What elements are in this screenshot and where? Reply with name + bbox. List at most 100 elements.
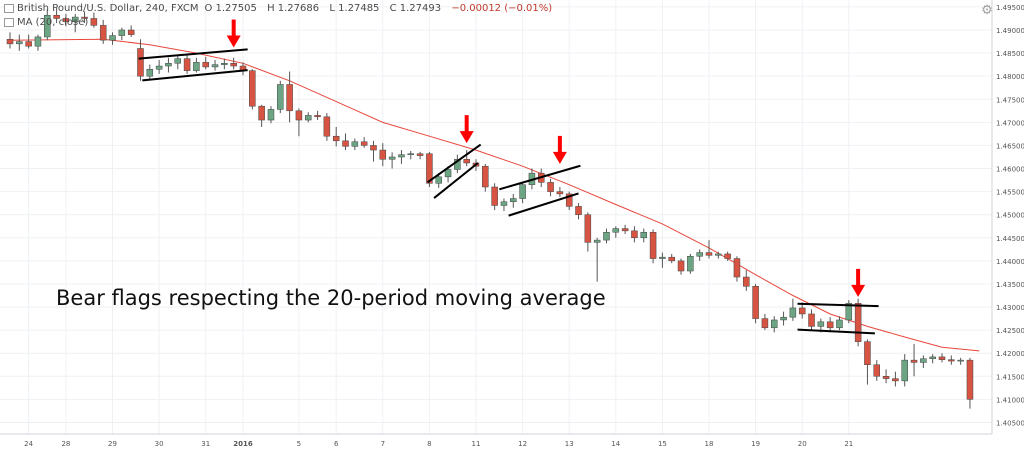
flag-trendline [433, 162, 479, 199]
candle-body [565, 193, 573, 207]
candle-body [351, 141, 359, 147]
ohlc-open: O 1.27505 [204, 3, 257, 14]
candle-body [743, 276, 750, 287]
x-tick-label: 5 [297, 440, 301, 448]
y-tick-label: 1.42500 [996, 327, 1024, 335]
arrow-down-icon [231, 19, 236, 38]
x-tick-label: 30 [155, 440, 164, 448]
y-tick-label: 1.44000 [996, 258, 1024, 266]
candle-body [798, 307, 806, 315]
y-tick-label: 1.42000 [996, 350, 1024, 358]
candle-body [770, 319, 778, 329]
flag-trendline [797, 302, 879, 308]
legend-symbol-row: British Pound/U.S. Dollar, 240, FXCM O 1… [4, 3, 559, 14]
candle-body [575, 206, 582, 215]
x-tick-label: 8 [427, 440, 431, 448]
legend-toggle-icon[interactable] [4, 4, 14, 13]
candle-body [957, 359, 964, 362]
candle-body [882, 376, 890, 379]
flag-trendline [797, 328, 875, 335]
candle-body [388, 156, 396, 160]
candle-body [584, 214, 592, 243]
x-tick-label: 19 [751, 440, 760, 448]
candle-body [44, 14, 51, 38]
candle-body [817, 321, 825, 327]
y-tick-label: 1.47500 [996, 96, 1024, 104]
candle-body [304, 115, 312, 121]
ma-toggle-icon[interactable] [4, 18, 14, 27]
ohlc-close: C 1.27493 [389, 3, 442, 14]
y-tick-label: 1.43500 [996, 281, 1024, 289]
candle-body [202, 62, 209, 68]
flag-trendline [142, 69, 248, 82]
candle-body [612, 228, 620, 233]
candle-body [323, 116, 331, 137]
candle-body [146, 69, 154, 77]
x-tick-label: 6 [334, 440, 339, 448]
x-tick-label: 11 [472, 440, 481, 448]
candle-body [71, 16, 79, 22]
x-tick-label: 13 [565, 440, 574, 448]
candle-body [249, 70, 256, 107]
candle-body [705, 252, 713, 256]
candle-body [174, 58, 182, 64]
candle-body [519, 184, 526, 199]
candle-body [295, 110, 303, 121]
candle-body [155, 65, 163, 70]
candle-body [966, 359, 974, 400]
candle-body [314, 115, 321, 118]
candle-body [649, 231, 657, 259]
x-tick-label: 21 [844, 440, 853, 448]
candle-body [948, 359, 955, 362]
candle-body [733, 258, 741, 278]
x-tick-label: 24 [24, 440, 33, 448]
candle-body [6, 38, 14, 45]
candle-body [426, 153, 433, 184]
candle-body [854, 303, 862, 342]
ohlc-low: L 1.27485 [329, 3, 380, 14]
candle-body [109, 35, 116, 41]
candle-body [407, 153, 415, 155]
candle-body [444, 169, 452, 178]
settings-icon[interactable]: ⚙ [981, 2, 993, 17]
candle-body [81, 16, 88, 19]
flag-trendline [426, 143, 482, 184]
x-tick-label: 7 [381, 440, 385, 448]
candle-body [286, 84, 293, 112]
candle-body [892, 378, 899, 382]
y-tick-label: 1.49500 [996, 4, 1024, 12]
candle-body [258, 105, 265, 121]
arrow-down-icon [459, 131, 474, 144]
candle-body [780, 316, 787, 321]
candle-body [267, 109, 275, 121]
y-tick-label: 1.44500 [996, 235, 1024, 243]
x-tick-label: 20 [798, 440, 807, 448]
candle-body [677, 260, 685, 272]
x-tick-label: 31 [201, 440, 210, 448]
candle-body [826, 321, 834, 329]
candle-body [482, 165, 489, 188]
candle-body [640, 231, 648, 239]
candle-body [165, 63, 172, 67]
candle-body [752, 286, 759, 319]
candle-body [332, 135, 340, 142]
flag-trendline [138, 48, 248, 60]
candle-body [435, 176, 442, 184]
symbol-label: British Pound/U.S. Dollar, 240, FXCM [17, 3, 199, 14]
candle-body [370, 145, 377, 151]
ohlc-change: −0.00012 (−0.01%) [451, 3, 553, 14]
candle-body [342, 140, 349, 147]
arrow-down-icon [552, 151, 567, 164]
candle-body [379, 149, 387, 160]
candle-body [668, 256, 675, 262]
candle-body [836, 319, 843, 329]
candle-body [25, 41, 32, 47]
candle-body [193, 62, 200, 71]
candle-body [221, 63, 228, 65]
ohlc-high: H 1.27686 [267, 3, 320, 14]
candle-body [929, 356, 936, 359]
candle-body [920, 358, 927, 363]
candle-body [360, 141, 368, 146]
